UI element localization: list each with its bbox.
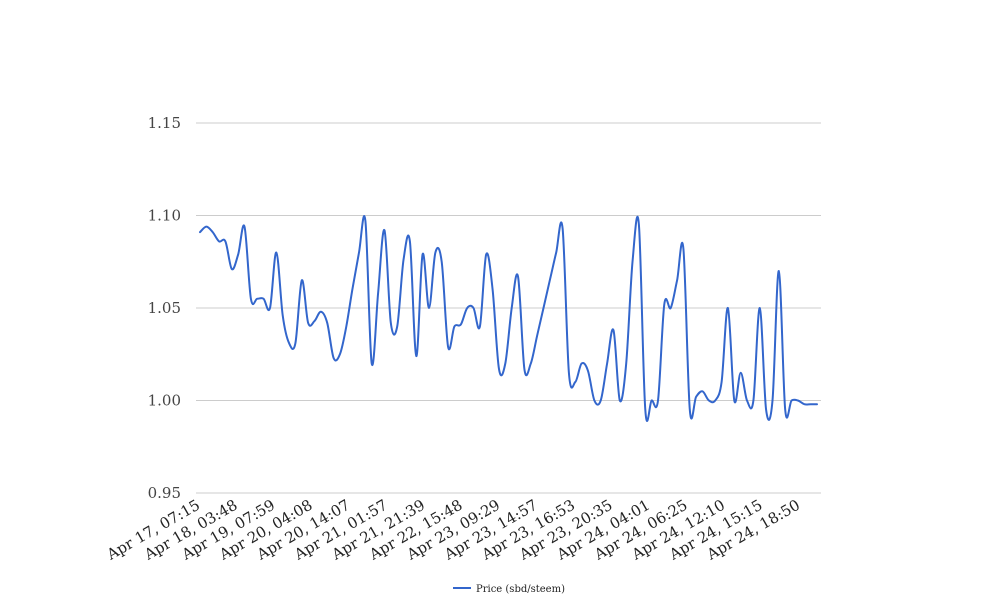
y-tick-label: 1.10: [148, 207, 181, 225]
y-axis: 0.95 1.00 1.05 1.10 1.15: [148, 114, 181, 502]
legend: Price (sbd/steem): [453, 584, 565, 595]
series-layer: [199, 215, 818, 422]
gridlines: [196, 122, 821, 494]
series-line-price: [199, 215, 818, 422]
y-tick-label: 1.05: [148, 299, 181, 317]
y-tick-label: 1.15: [148, 114, 181, 132]
legend-label-price: Price (sbd/steem): [476, 584, 565, 595]
y-tick-label: 0.95: [148, 484, 181, 502]
y-tick-label: 1.00: [148, 392, 181, 410]
